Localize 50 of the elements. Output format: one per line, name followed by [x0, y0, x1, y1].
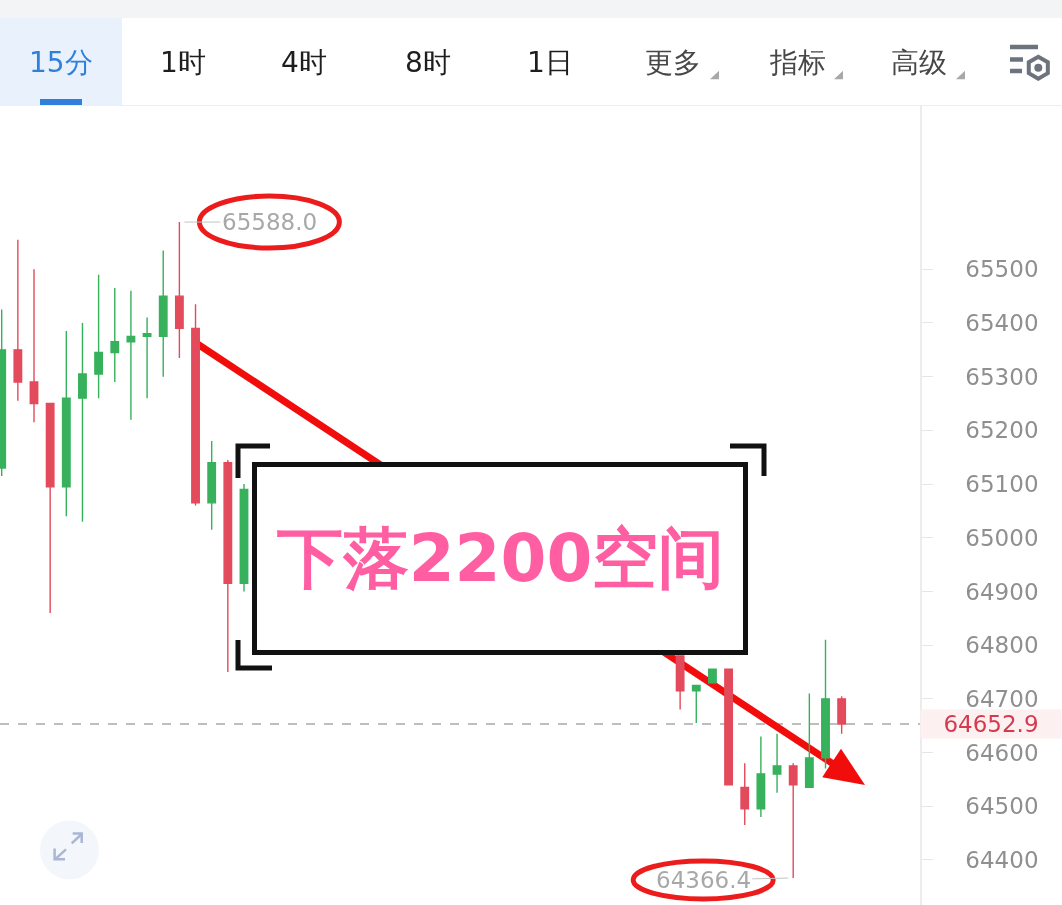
candlestick	[142, 316, 152, 399]
candlestick	[126, 290, 136, 421]
y-tick-label: 64700	[965, 685, 1039, 712]
text: 指标	[769, 46, 826, 79]
candlestick	[821, 639, 830, 770]
candlestick	[29, 268, 39, 424]
candlestick	[207, 440, 217, 531]
candlestick	[708, 668, 717, 684]
text: 1时	[160, 46, 206, 79]
y-tick-label: 65300	[965, 363, 1039, 390]
annotation: 下落2200空间	[275, 520, 725, 597]
candlestick	[94, 273, 104, 399]
y-tick-label: 64400	[965, 846, 1039, 873]
y-tick-label: 64800	[965, 632, 1039, 659]
candlestick	[724, 668, 734, 786]
candlestick	[191, 303, 200, 507]
candlestick	[13, 239, 23, 402]
candlestick	[223, 459, 233, 673]
candlestick	[804, 692, 814, 789]
candlestick	[740, 762, 750, 826]
candlestick	[788, 762, 798, 879]
candlestick	[110, 287, 120, 383]
y-tick-label: 65100	[965, 471, 1039, 498]
candlestick	[772, 733, 782, 794]
annotation: 65588.0	[222, 209, 318, 235]
candlestick	[78, 322, 87, 523]
text: 更多	[645, 46, 701, 79]
candlestick	[756, 735, 766, 818]
candlestick	[239, 483, 249, 593]
annotation: 64366.4	[656, 867, 752, 893]
candlestick	[45, 402, 55, 614]
text: 15分	[29, 46, 93, 79]
candlestick	[675, 655, 685, 711]
y-tick-label: 65400	[965, 310, 1039, 337]
candlestick	[837, 695, 847, 735]
y-tick-label: 65500	[965, 256, 1039, 283]
ref-line-label: 64652.9	[943, 711, 1039, 737]
text: 8时	[405, 46, 451, 79]
y-tick-label: 65000	[965, 524, 1039, 551]
candlestick	[61, 330, 71, 517]
text: 高级	[891, 46, 947, 79]
text: 4时	[281, 46, 327, 79]
candlestick	[158, 249, 168, 378]
candlestick	[691, 684, 701, 724]
y-tick-label: 65200	[965, 417, 1039, 444]
y-tick-label: 64900	[965, 578, 1039, 605]
text: 1日	[527, 46, 573, 79]
y-tick-label: 64600	[965, 739, 1039, 766]
candlestick	[174, 221, 184, 359]
y-tick-label: 64500	[965, 793, 1039, 820]
